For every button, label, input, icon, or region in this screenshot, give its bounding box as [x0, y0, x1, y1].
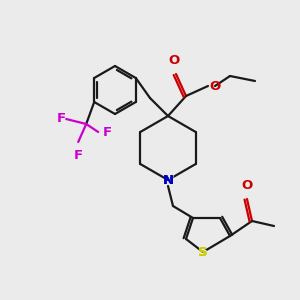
Text: O: O	[209, 80, 220, 92]
Text: O: O	[168, 54, 180, 67]
Text: N: N	[162, 172, 174, 188]
Text: F: F	[74, 149, 83, 162]
Text: F: F	[103, 125, 112, 139]
Text: N: N	[162, 173, 174, 187]
Text: S: S	[198, 245, 208, 259]
Text: O: O	[242, 179, 253, 192]
Text: S: S	[198, 244, 208, 260]
Text: N: N	[162, 173, 174, 187]
Text: S: S	[198, 245, 208, 259]
Text: F: F	[57, 112, 66, 125]
